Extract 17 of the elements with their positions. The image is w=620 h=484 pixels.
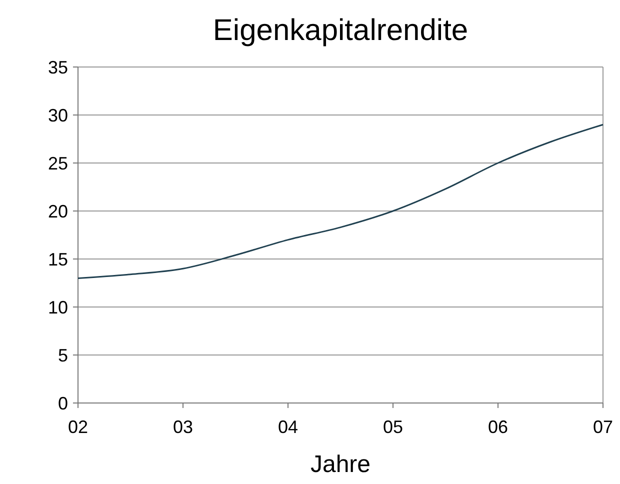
y-tick-label: 5	[58, 345, 68, 366]
y-tick-label: 0	[58, 393, 68, 414]
x-tick-label: 06	[488, 417, 508, 437]
x-axis-title: Jahre	[310, 451, 371, 478]
y-tick-label: 20	[48, 201, 68, 222]
chart-title: Eigenkapitalrendite	[212, 14, 468, 47]
x-tick-label: 03	[172, 417, 194, 437]
x-tick-label: 04	[278, 417, 298, 437]
y-tick-label: 35	[48, 57, 68, 78]
y-tick-label: 15	[48, 249, 68, 270]
x-tick-label: 07	[592, 417, 614, 437]
y-tick-label: 25	[48, 153, 68, 174]
x-tick-label: 05	[382, 417, 404, 437]
y-tick-label: 30	[48, 105, 68, 126]
line-series	[77, 124, 604, 279]
y-tick-label: 10	[48, 297, 68, 318]
x-tick-label: 02	[68, 417, 88, 437]
